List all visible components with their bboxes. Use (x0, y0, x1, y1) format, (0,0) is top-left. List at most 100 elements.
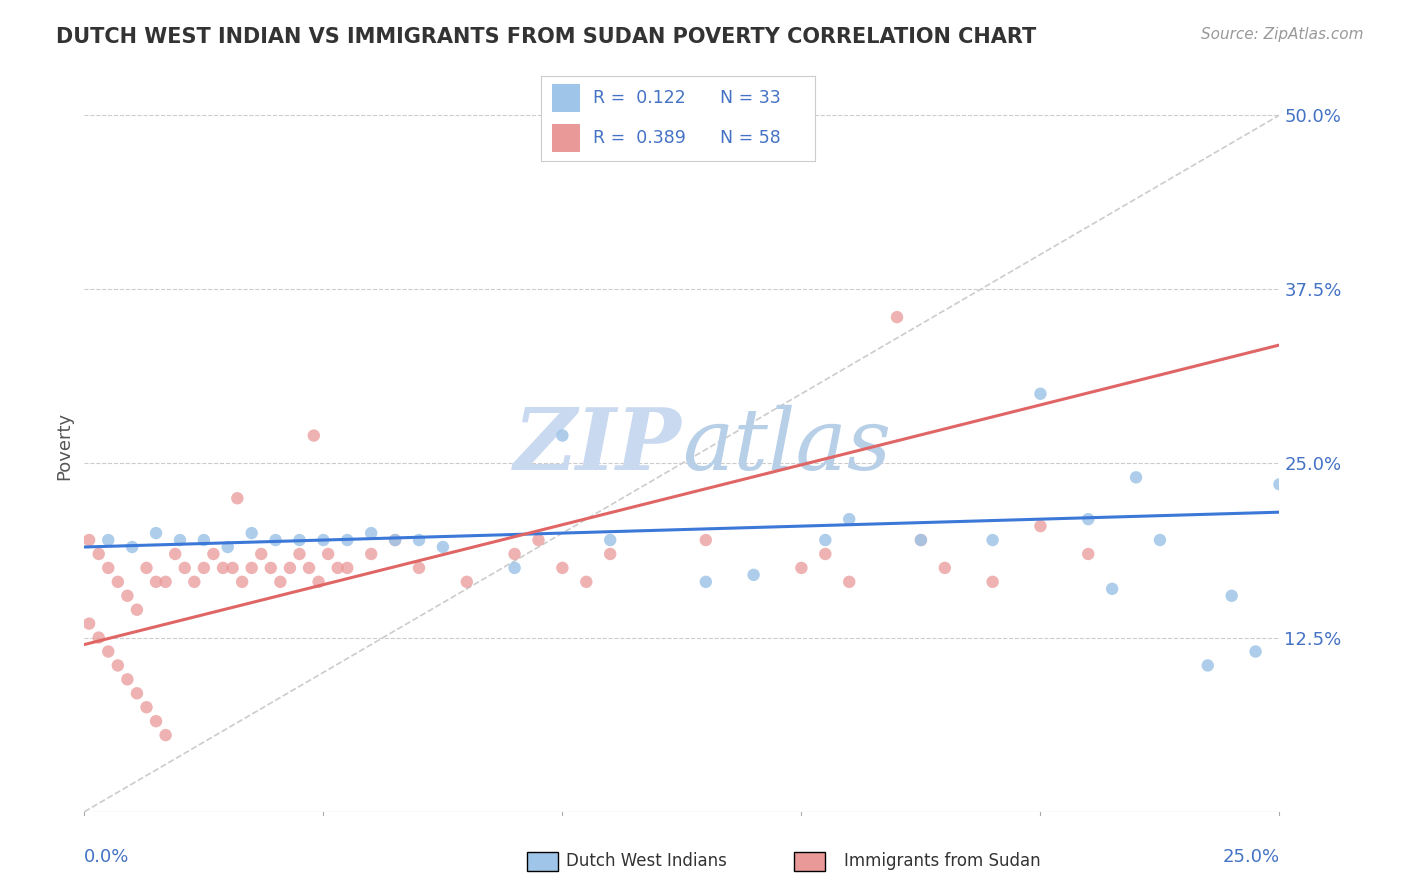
Point (312, 533, 335, 547)
Point (360, 526, 382, 541)
Text: Dutch West Indians: Dutch West Indians (567, 852, 727, 870)
Point (695, 533, 717, 547)
Point (264, 533, 287, 547)
Point (1197, 658, 1219, 673)
Point (336, 533, 359, 547)
Point (155, 574, 177, 589)
Point (193, 533, 215, 547)
Point (814, 547, 837, 561)
Point (107, 574, 129, 589)
Point (226, 491, 249, 506)
Point (288, 533, 311, 547)
Point (551, 428, 574, 442)
Point (838, 574, 860, 589)
Point (260, 561, 283, 575)
Point (360, 547, 382, 561)
Point (1029, 386, 1052, 401)
Point (575, 574, 598, 589)
Point (240, 561, 263, 575)
Point (165, 547, 187, 561)
Point (910, 533, 932, 547)
Point (308, 574, 330, 589)
Point (1125, 470, 1147, 484)
Point (599, 533, 621, 547)
Point (173, 561, 195, 575)
Point (981, 533, 1004, 547)
Text: R =  0.389: R = 0.389 (593, 129, 686, 147)
Text: Immigrants from Sudan: Immigrants from Sudan (844, 852, 1040, 870)
Point (183, 574, 205, 589)
Bar (553, 124, 579, 152)
Point (97, 561, 120, 575)
Point (77, 616, 100, 631)
Text: R =  0.122: R = 0.122 (593, 89, 686, 107)
Point (886, 310, 908, 325)
Point (117, 673, 139, 687)
Point (302, 428, 325, 442)
Point (87, 547, 110, 561)
Point (742, 567, 765, 582)
Text: Source: ZipAtlas.com: Source: ZipAtlas.com (1201, 27, 1364, 42)
Point (97, 644, 120, 658)
Point (125, 686, 148, 700)
Bar (553, 85, 579, 112)
Point (212, 561, 235, 575)
Point (503, 547, 526, 561)
Point (107, 658, 129, 673)
Point (814, 533, 837, 547)
Point (97, 533, 120, 547)
Point (599, 547, 621, 561)
Point (121, 540, 143, 554)
Point (125, 603, 148, 617)
Point (1101, 582, 1123, 596)
Point (790, 561, 813, 575)
Point (202, 547, 225, 561)
Text: 0.0%: 0.0% (84, 848, 129, 866)
Point (250, 547, 273, 561)
Point (934, 561, 956, 575)
Point (695, 574, 717, 589)
Y-axis label: Poverty: Poverty (55, 412, 73, 480)
Point (336, 561, 359, 575)
Point (326, 561, 349, 575)
Point (910, 533, 932, 547)
Point (981, 574, 1004, 589)
Point (135, 700, 157, 714)
Point (169, 533, 191, 547)
Point (269, 574, 291, 589)
Point (432, 540, 454, 554)
Text: 25.0%: 25.0% (1222, 848, 1279, 866)
Point (1149, 533, 1171, 547)
Point (145, 526, 167, 541)
Text: ZIP: ZIP (515, 404, 682, 488)
Point (240, 526, 263, 541)
Point (298, 561, 321, 575)
Point (551, 561, 574, 575)
Point (316, 547, 339, 561)
Point (384, 533, 406, 547)
Point (1077, 547, 1099, 561)
Text: atlas: atlas (682, 405, 891, 487)
Point (145, 574, 167, 589)
Point (117, 589, 139, 603)
Point (1268, 477, 1291, 491)
Point (1077, 512, 1099, 526)
Text: N = 33: N = 33 (720, 89, 780, 107)
Point (384, 533, 406, 547)
Point (288, 547, 311, 561)
Point (408, 561, 430, 575)
Text: N = 58: N = 58 (720, 129, 780, 147)
Point (87, 631, 110, 645)
Point (838, 512, 860, 526)
Point (135, 561, 157, 575)
Point (278, 561, 301, 575)
Text: DUTCH WEST INDIAN VS IMMIGRANTS FROM SUDAN POVERTY CORRELATION CHART: DUTCH WEST INDIAN VS IMMIGRANTS FROM SUD… (56, 27, 1036, 46)
Point (231, 574, 253, 589)
Point (77, 533, 100, 547)
Point (145, 714, 167, 728)
Point (1244, 644, 1267, 658)
Point (155, 728, 177, 742)
Point (193, 561, 215, 575)
Point (1220, 589, 1243, 603)
Point (217, 540, 239, 554)
